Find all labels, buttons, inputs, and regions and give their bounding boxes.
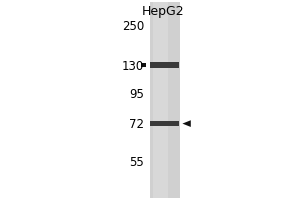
Text: HepG2: HepG2 <box>142 4 185 18</box>
Text: 72: 72 <box>129 118 144 132</box>
Bar <box>150 62 178 68</box>
Text: 95: 95 <box>129 88 144 100</box>
Bar <box>150 2 180 198</box>
Bar <box>153 2 168 198</box>
Bar <box>141 63 146 67</box>
Text: 250: 250 <box>122 20 144 32</box>
Text: 130: 130 <box>122 60 144 73</box>
Text: 55: 55 <box>129 156 144 170</box>
Bar <box>150 121 178 126</box>
Polygon shape <box>182 120 191 127</box>
